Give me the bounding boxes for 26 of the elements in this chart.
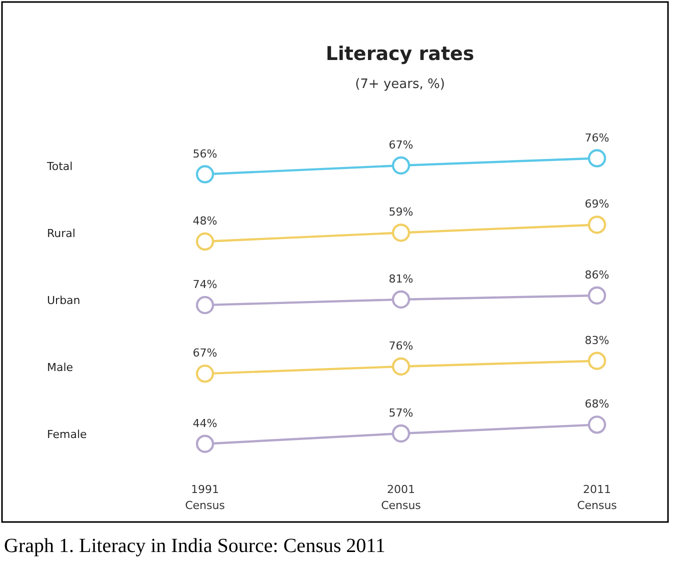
data-label: 44% xyxy=(192,416,218,430)
data-label: 81% xyxy=(388,272,414,286)
data-label: 48% xyxy=(192,214,218,228)
chart-subtitle: (7+ years, %) xyxy=(355,77,445,92)
data-label: 86% xyxy=(584,268,610,282)
data-label: 57% xyxy=(388,406,414,420)
data-label: 67% xyxy=(388,138,414,152)
text: Female xyxy=(47,428,88,441)
data-label: 68% xyxy=(584,398,610,411)
data-label: 74% xyxy=(192,278,218,292)
x-tick-label: 2011 Census xyxy=(577,483,618,512)
data-label: 76% xyxy=(388,339,414,352)
data-label: 83% xyxy=(584,334,610,347)
text: Rural xyxy=(47,227,76,240)
data-label: 69% xyxy=(584,198,610,211)
data-label: 56% xyxy=(192,147,218,160)
data-label: 59% xyxy=(388,206,414,219)
data-label: 67% xyxy=(192,346,218,360)
caption: Graph 1. Literacy in India Source: Census 2011 xyxy=(4,535,386,557)
data-label: 76% xyxy=(584,131,610,144)
text: Male xyxy=(47,361,74,374)
x-tick-label: 1991 Census xyxy=(185,483,226,512)
chart-title: Literacy rates xyxy=(326,43,474,65)
text: Urban xyxy=(47,294,80,307)
text: Total xyxy=(46,160,73,173)
x-tick-label: 2001 Census xyxy=(381,483,422,512)
